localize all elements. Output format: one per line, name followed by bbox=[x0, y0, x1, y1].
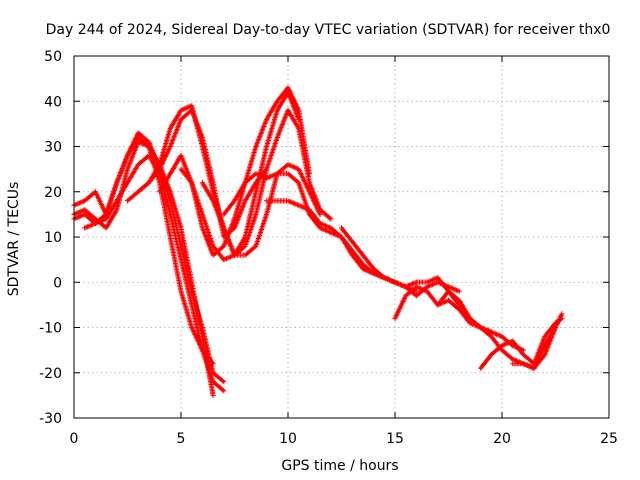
y-tick-labels: -30 -20 -10 0 10 20 30 40 50 bbox=[39, 49, 62, 427]
series-points bbox=[82, 134, 216, 398]
x-tick-label: 25 bbox=[600, 431, 618, 447]
y-tick-label: 20 bbox=[44, 185, 62, 201]
series-sat-13 bbox=[360, 266, 462, 299]
x-tick-label: 0 bbox=[70, 431, 79, 447]
data-marks bbox=[71, 85, 565, 398]
x-tick-label: 15 bbox=[386, 431, 404, 447]
series-sat-04 bbox=[71, 153, 227, 394]
series-sat-08 bbox=[178, 107, 334, 263]
series-sat-14 bbox=[392, 284, 526, 353]
series-points bbox=[199, 162, 323, 258]
series-sat-09 bbox=[199, 162, 323, 258]
x-tick-label: 20 bbox=[493, 431, 511, 447]
series-points bbox=[178, 107, 334, 263]
x-axis-label: GPS time / hours bbox=[281, 458, 398, 474]
series-points bbox=[392, 284, 526, 353]
series-sat-17 bbox=[510, 311, 565, 371]
series-points bbox=[478, 315, 565, 371]
series-points bbox=[360, 266, 462, 299]
plot-frame bbox=[73, 55, 610, 419]
y-tick-label: -20 bbox=[39, 366, 62, 382]
y-tick-label: 0 bbox=[53, 275, 62, 291]
x-tick-labels: 0 5 10 15 20 25 bbox=[70, 431, 618, 447]
series-sat-01 bbox=[71, 139, 216, 367]
series-points bbox=[71, 139, 216, 367]
series-points bbox=[510, 311, 565, 371]
y-tick-label: -10 bbox=[39, 321, 62, 337]
y-tick-label: 30 bbox=[44, 140, 62, 156]
series-points bbox=[264, 198, 419, 294]
x-tick-label: 10 bbox=[279, 431, 297, 447]
series-sat-16 bbox=[478, 315, 565, 371]
y-axis-label: SDTVAR / TECUs bbox=[6, 182, 22, 297]
series-sat-03 bbox=[82, 134, 216, 398]
y-tick-label: -30 bbox=[39, 411, 62, 427]
series-points bbox=[71, 153, 227, 394]
x-tick-label: 5 bbox=[177, 431, 186, 447]
series-sat-11 bbox=[264, 198, 419, 294]
chart-title: Day 244 of 2024, Sidereal Day-to-day VTE… bbox=[46, 22, 611, 38]
y-tick-label: 40 bbox=[44, 94, 62, 110]
y-tick-label: 10 bbox=[44, 230, 62, 246]
y-tick-label: 50 bbox=[44, 49, 62, 65]
